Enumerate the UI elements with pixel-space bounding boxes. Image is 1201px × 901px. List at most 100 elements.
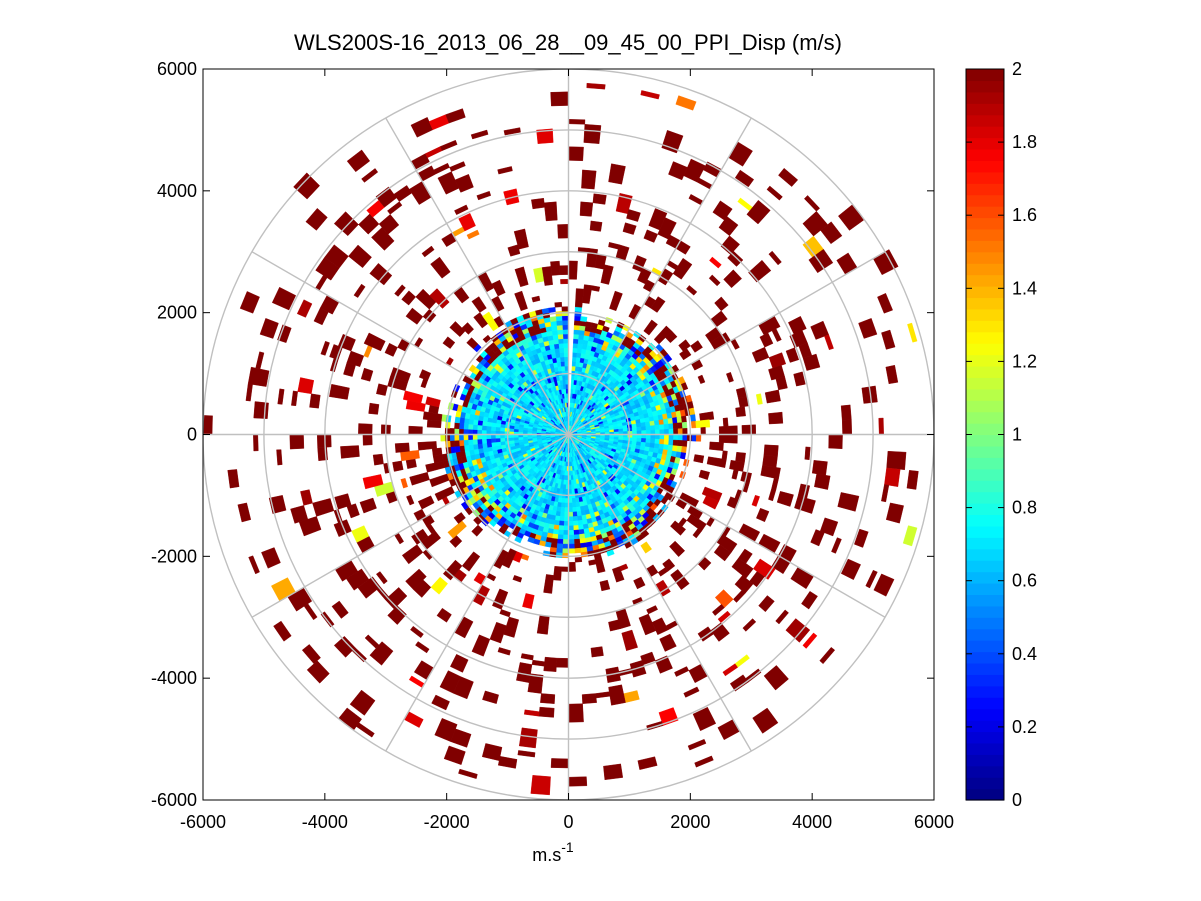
data-bin [562, 333, 569, 339]
colorbar-segment [966, 537, 1004, 550]
data-bin [571, 502, 577, 508]
data-bin [394, 442, 410, 453]
data-bin [455, 410, 462, 418]
colorbar-tick-label: 0 [1012, 790, 1022, 810]
colorbar-segment [966, 720, 1004, 733]
data-bin [472, 429, 478, 435]
colorbar-tick-label: 1.8 [1012, 132, 1037, 152]
data-bin [513, 436, 519, 441]
data-bin [664, 428, 670, 435]
data-bin [680, 382, 689, 391]
data-bin [613, 428, 619, 433]
data-bin [405, 458, 417, 469]
data-bin [458, 439, 465, 447]
colorbar-segment [966, 240, 1004, 253]
y-tick-label: 4000 [157, 181, 197, 201]
data-bin [672, 439, 679, 447]
data-bin [718, 434, 738, 444]
data-bin [560, 502, 566, 508]
data-bin [572, 352, 578, 358]
data-bin [573, 333, 580, 340]
data-bin [358, 423, 373, 435]
data-bin [530, 775, 551, 796]
data-bin [467, 434, 473, 441]
data-bin [481, 425, 487, 431]
data-bin [562, 329, 569, 335]
data-bin [650, 438, 656, 444]
data-bin [668, 439, 674, 446]
data-bin [768, 411, 784, 425]
data-bin [659, 439, 665, 445]
data-bin [681, 440, 688, 448]
colorbar-segment [966, 674, 1004, 687]
data-bin [606, 549, 615, 557]
y-tick-label: -4000 [151, 668, 197, 688]
data-bin [553, 338, 560, 345]
data-bin [574, 306, 583, 313]
data-bin [472, 419, 479, 426]
colorbar-segment [966, 754, 1004, 767]
data-bin [722, 417, 729, 427]
colorbar-segment [966, 103, 1004, 116]
data-bin [460, 501, 469, 510]
data-bin [574, 556, 583, 563]
colorbar-segment [966, 765, 1004, 778]
data-bin [481, 442, 488, 449]
data-bin [668, 423, 674, 430]
data-bin [561, 306, 569, 312]
colorbar-segment [966, 423, 1004, 436]
colorbar-segment [966, 69, 1004, 82]
data-bin [554, 301, 563, 308]
data-bin [884, 467, 901, 487]
colorbar-segment [966, 160, 1004, 173]
data-bin [673, 434, 679, 441]
data-bin [563, 525, 569, 531]
data-bin [508, 437, 515, 441]
data-bin [554, 347, 561, 354]
data-bin [663, 439, 670, 446]
data-bin [841, 419, 853, 435]
data-bin [721, 450, 728, 460]
data-bin [592, 193, 607, 205]
data-bin [568, 520, 574, 527]
data-bin [560, 278, 569, 285]
data-bin [561, 310, 569, 317]
colorbar-segment [966, 491, 1004, 504]
colorbar-segment [966, 742, 1004, 755]
x-axis-label-base: m.s [532, 845, 561, 865]
data-bin [556, 657, 569, 668]
data-bin [467, 428, 473, 435]
data-bin [476, 434, 483, 440]
data-bin [568, 530, 575, 536]
data-bin [568, 543, 575, 549]
x-tick-label: 0 [563, 812, 573, 832]
data-bin [718, 425, 738, 435]
data-bin [654, 424, 660, 431]
data-bin [477, 438, 483, 445]
data-bin [555, 315, 563, 322]
data-bin [486, 425, 492, 431]
data-bin [543, 201, 558, 222]
colorbar: 0 0.2 0.4 0.6 0.8 1 1.2 1.4 1.6 1.8 2 [965, 59, 1037, 810]
colorbar-tick-label: 1.6 [1012, 205, 1037, 225]
colorbar-segment [966, 263, 1004, 276]
data-bin [828, 434, 843, 450]
data-bin [454, 416, 461, 424]
data-bin [561, 365, 566, 372]
data-bin [572, 347, 578, 353]
data-bin [560, 506, 565, 513]
data-bin [686, 434, 693, 442]
colorbar-segment [966, 594, 1004, 607]
data-bin [444, 434, 451, 442]
data-bin [668, 428, 674, 435]
colorbar-segment [966, 662, 1004, 675]
colorbar-tick-label: 0.6 [1012, 571, 1037, 591]
data-bin [309, 393, 321, 409]
data-bin [454, 422, 460, 430]
data-bin [573, 338, 579, 344]
data-bin [631, 427, 638, 432]
data-bin [645, 425, 651, 431]
colorbar-segment [966, 685, 1004, 698]
data-bin [581, 169, 597, 190]
data-bin [556, 361, 562, 368]
